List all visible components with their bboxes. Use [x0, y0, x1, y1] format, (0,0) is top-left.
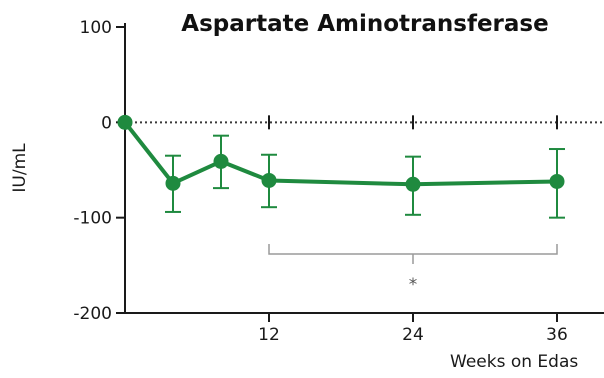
x-tick-label: 24 — [402, 325, 424, 345]
data-point — [261, 172, 277, 188]
y-tick-label: -200 — [73, 304, 112, 324]
significance-bracket — [268, 244, 558, 264]
data-point — [549, 173, 565, 189]
x-tick-label: 36 — [546, 325, 568, 345]
data-point — [117, 114, 133, 130]
significance-marker: * — [409, 275, 418, 295]
x-tick-label: 12 — [258, 325, 280, 345]
data-point — [213, 153, 229, 169]
y-tick-label: 100 — [80, 18, 112, 38]
chart-title: Aspartate Aminotransferase — [181, 11, 548, 37]
data-point — [405, 176, 421, 192]
series-line — [123, 121, 558, 187]
y-axis-title: IU/mL — [10, 143, 30, 193]
y-tick-label: 0 — [101, 113, 112, 133]
data-point — [165, 175, 181, 191]
y-tick-label: -100 — [73, 209, 112, 229]
x-axis-title: Weeks on Edas — [450, 352, 578, 372]
